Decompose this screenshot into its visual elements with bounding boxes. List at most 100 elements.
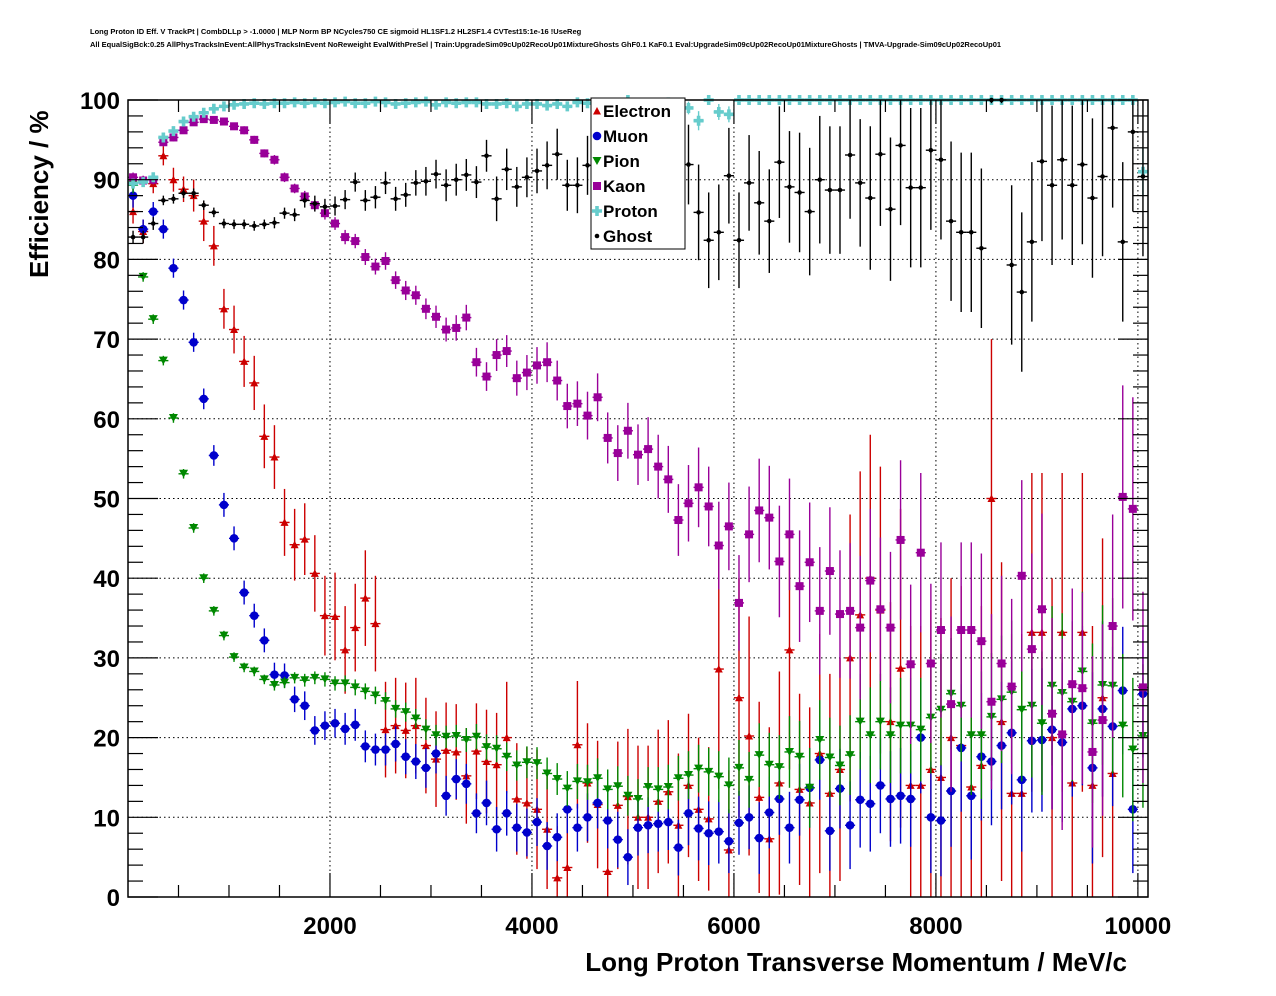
data-point-ghost xyxy=(322,204,328,210)
data-point-kaon xyxy=(876,605,885,614)
data-point-muon xyxy=(583,813,592,822)
data-point-kaon xyxy=(472,358,481,367)
data-point-kaon xyxy=(270,155,279,164)
data-point-electron xyxy=(159,151,168,160)
data-point-electron xyxy=(573,740,582,749)
data-point-kaon xyxy=(452,323,461,332)
data-point-ghost xyxy=(766,218,772,224)
data-point-electron xyxy=(563,863,572,872)
data-point-muon xyxy=(563,805,572,814)
data-point-ghost xyxy=(423,178,429,184)
data-point-pion xyxy=(370,691,380,700)
data-point-electron xyxy=(240,357,249,365)
data-point-muon xyxy=(552,832,562,842)
data-point-kaon xyxy=(745,530,754,539)
data-point-muon xyxy=(623,852,633,862)
legend-marker-pion xyxy=(592,157,602,165)
data-point-ghost xyxy=(918,185,924,190)
data-point-kaon xyxy=(644,445,653,454)
data-point-muon xyxy=(300,701,310,711)
data-point-pion xyxy=(774,763,784,772)
data-point-electron xyxy=(341,645,350,654)
data-point-kaon xyxy=(967,626,976,635)
data-point-kaon xyxy=(583,411,592,420)
data-point-electron xyxy=(290,540,299,549)
data-point-muon xyxy=(421,763,431,773)
data-point-muon xyxy=(411,757,421,766)
data-point-pion xyxy=(875,717,885,726)
data-point-pion xyxy=(583,778,593,787)
data-point-pion xyxy=(976,731,986,740)
data-point-electron xyxy=(492,760,501,769)
tick-labels: 2000 4000 6000 8000 10000 0 10 20 30 40 50 60 70 80 90… xyxy=(80,88,1171,940)
data-point-proton xyxy=(259,98,270,109)
data-point-pion xyxy=(825,753,835,762)
data-point-kaon xyxy=(411,291,420,300)
data-point-proton xyxy=(208,103,219,114)
data-point-electron xyxy=(230,325,239,334)
data-point-pion xyxy=(522,758,532,767)
data-point-kaon xyxy=(714,541,723,550)
data-point-ghost xyxy=(706,237,711,243)
legend-label-ghost: Ghost xyxy=(603,227,652,246)
data-point-ghost xyxy=(1130,129,1136,135)
y-tick-label: 80 xyxy=(93,247,120,274)
data-point-proton xyxy=(431,99,442,110)
x-axis-title: Long Proton Transverse Momentum / MeV/c xyxy=(585,947,1127,977)
data-point-pion xyxy=(532,759,542,768)
data-point-ghost xyxy=(1140,174,1146,179)
data-point-ghost xyxy=(554,151,560,157)
data-point-electron xyxy=(250,378,259,387)
data-point-kaon xyxy=(219,117,228,126)
data-point-ghost xyxy=(867,195,873,201)
data-point-muon xyxy=(593,798,602,808)
data-point-ghost xyxy=(686,162,691,167)
data-point-pion xyxy=(643,783,653,792)
data-point-proton xyxy=(400,98,411,109)
data-point-muon xyxy=(502,809,512,818)
data-point-proton xyxy=(360,98,371,109)
data-point-pion xyxy=(168,414,178,423)
data-point-muon xyxy=(724,836,734,846)
data-point-kaon xyxy=(654,462,663,471)
data-point-kaon xyxy=(926,659,935,668)
data-point-kaon xyxy=(957,626,966,635)
data-point-pion xyxy=(300,676,310,685)
data-point-electron xyxy=(482,757,491,766)
data-point-ghost xyxy=(756,200,762,206)
data-point-electron xyxy=(755,793,764,801)
data-point-kaon xyxy=(1138,683,1147,692)
data-point-muon xyxy=(249,611,259,620)
data-point-ghost xyxy=(231,222,237,227)
data-point-proton xyxy=(299,98,310,109)
data-point-pion xyxy=(562,784,572,793)
data-point-muon xyxy=(179,295,188,305)
data-point-kaon xyxy=(775,557,784,566)
data-point-pion xyxy=(421,725,431,734)
data-point-pion xyxy=(865,731,875,740)
data-point-pion xyxy=(239,663,249,672)
data-point-proton xyxy=(451,98,462,109)
data-point-muon xyxy=(966,791,976,801)
data-point-electron xyxy=(522,798,531,807)
data-point-pion xyxy=(1118,721,1128,730)
data-point-pion xyxy=(885,731,895,740)
data-point-ghost xyxy=(393,196,398,202)
data-point-ghost xyxy=(262,222,267,227)
data-point-muon xyxy=(441,791,451,801)
data-point-kaon xyxy=(603,433,612,442)
data-point-proton xyxy=(279,98,290,109)
data-point-proton xyxy=(168,126,179,137)
data-point-pion xyxy=(471,732,481,741)
data-point-electron xyxy=(452,747,461,756)
data-point-ghost xyxy=(716,230,722,235)
data-point-pion xyxy=(441,732,451,741)
data-point-electron xyxy=(199,217,208,225)
data-point-pion xyxy=(593,774,603,783)
data-point-kaon xyxy=(331,219,340,228)
series-electron xyxy=(128,146,1118,897)
data-point-muon xyxy=(734,818,744,828)
data-point-proton xyxy=(249,98,260,109)
data-point-proton xyxy=(350,98,361,109)
data-point-ghost xyxy=(1100,174,1105,179)
